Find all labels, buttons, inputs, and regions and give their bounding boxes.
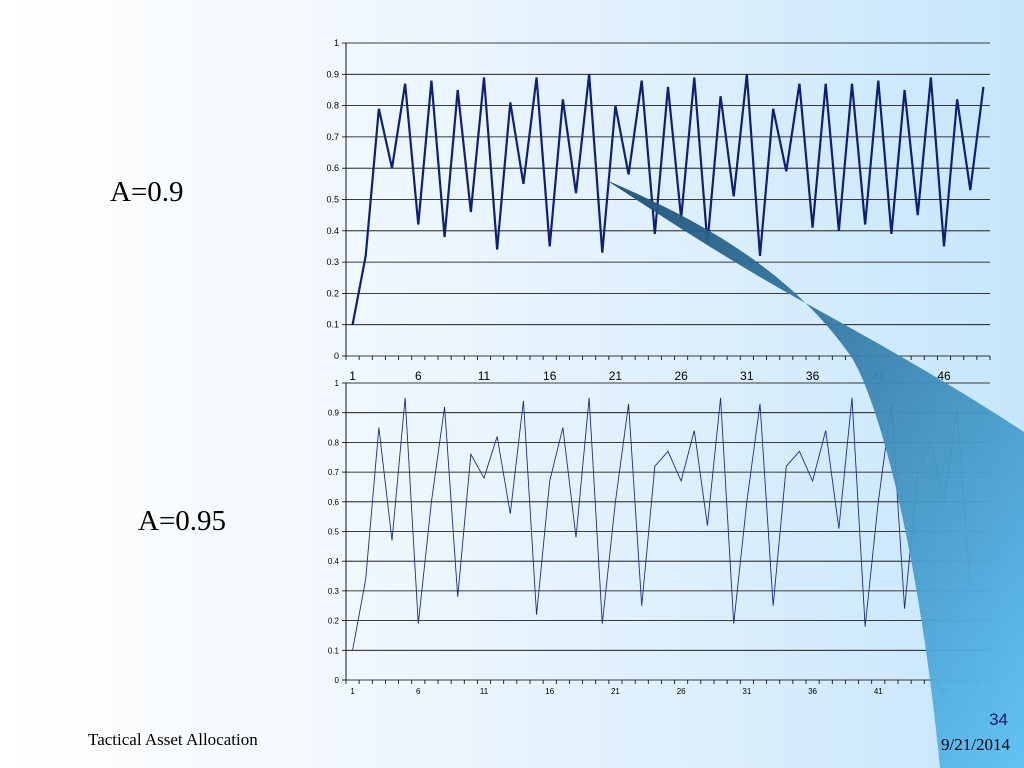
x-tick-label-1-3: 16 [545,687,554,696]
y-tick-label-0-0: 0 [334,351,339,361]
y-tick-label-1-1: 0.1 [328,646,340,655]
y-tick-label-1-5: 0.5 [328,528,340,537]
x-tick-label-0-6: 31 [740,369,754,383]
series-line-1-0 [352,397,971,651]
y-tick-label-0-1: 0.1 [326,320,339,330]
x-tick-label-1-7: 36 [808,687,817,696]
x-tick-label-0-9: 46 [937,369,951,383]
x-tick-label-1-5: 26 [677,687,686,696]
y-tick-label-1-8: 0.8 [328,438,340,447]
x-tick-label-1-0: 1 [350,687,355,696]
x-tick-label-1-4: 21 [611,687,620,696]
y-tick-label-1-7: 0.7 [328,468,340,477]
x-tick-label-0-7: 36 [806,369,820,383]
y-tick-label-1-4: 0.4 [328,557,340,566]
x-tick-label-1-2: 11 [480,687,489,696]
page-number: 34 [989,710,1008,729]
y-tick-label-0-10: 1 [334,38,339,48]
bottom-line-chart: 00.10.20.30.40.50.60.70.80.911 6 11 16 21 26 3… [328,379,991,696]
footer-date: 9/21/2014 [941,735,1010,754]
y-tick-label-1-0: 0 [335,676,340,685]
series-line-0-0 [351,74,985,325]
y-tick-label-0-3: 0.3 [326,257,339,267]
x-tick-label-1-8: 41 [874,687,883,696]
y-tick-label-1-9: 0.9 [328,409,340,418]
x-tick-label-0-3: 16 [543,369,557,383]
x-tick-label-0-4: 21 [609,369,623,383]
y-tick-label-0-8: 0.8 [326,101,339,111]
x-tick-label-0-5: 26 [674,369,688,383]
y-tick-label-0-5: 0.5 [326,195,339,205]
x-tick-label-0-0: 1 [349,369,356,383]
y-tick-label-0-9: 0.9 [326,69,339,79]
y-tick-label-0-6: 0.6 [326,163,339,173]
footer-title: Tactical Asset Allocation [88,730,258,749]
chart-label-a09: A=0.9 [110,176,184,208]
y-tick-label-1-10: 1 [335,379,340,388]
y-tick-label-0-2: 0.2 [326,288,339,298]
y-tick-label-1-3: 0.3 [328,587,340,596]
x-tick-label-0-1: 6 [415,369,422,383]
x-tick-label-1-6: 31 [742,687,751,696]
x-tick-label-0-2: 11 [478,369,491,383]
x-tick-label-1-1: 6 [416,687,421,696]
zoom-callout-shape [606,180,1024,768]
y-tick-label-1-2: 0.2 [328,617,340,626]
chart-label-a095: A=0.95 [138,505,227,537]
y-tick-label-1-6: 0.6 [328,498,340,507]
y-tick-label-0-7: 0.7 [326,132,339,142]
y-tick-label-0-4: 0.4 [326,226,339,236]
top-line-chart: 00.10.20.30.40.50.60.70.80.911 6 11 16 21 26 3… [326,38,991,383]
